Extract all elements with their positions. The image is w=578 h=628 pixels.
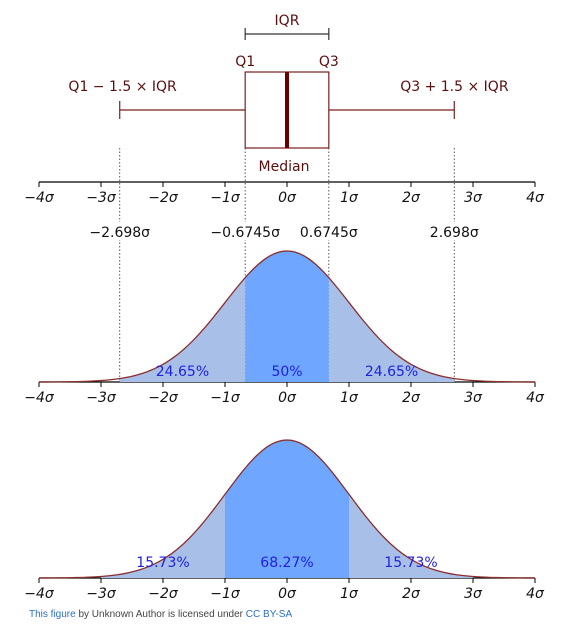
- bottom-tick-label: −1σ: [210, 586, 241, 602]
- bottom-tick-label: −2σ: [148, 586, 179, 602]
- bottom-tick-label: 0σ: [278, 586, 297, 602]
- percentage-center: 50%: [271, 364, 302, 380]
- caption-text: by Unknown Author is licensed under: [75, 609, 246, 620]
- bottom-tick-label: −4σ: [24, 586, 55, 602]
- sigma-distribution-panel: 15.73% 68.27% 15.73%: [38, 439, 536, 579]
- top-tick-label: −2σ: [148, 190, 179, 206]
- marker-label-backdrop: [83, 222, 156, 240]
- middle-tick-label: −2σ: [148, 390, 179, 406]
- marker-label-backdrop: [292, 222, 365, 240]
- tail-region-left: [101, 494, 225, 578]
- lower-whisker-label: Q1 − 1.5 × IQR: [68, 79, 177, 95]
- box-plot: IQR Q1 Q3 Q1 − 1.5 × IQR Q3 + 1.5 × IQR Media…: [68, 13, 508, 175]
- bottom-tick-label: 1σ: [340, 586, 359, 602]
- top-tick-label: 3σ: [464, 190, 483, 206]
- q3-label: Q3: [319, 54, 339, 70]
- quantile-marker-label: 0.6745σ: [300, 225, 358, 241]
- percentage-right: 24.65%: [365, 364, 418, 380]
- quantile-markers: −2.698σ −0.6745σ 0.6745σ 2.698σ: [83, 148, 491, 382]
- tail-region-right: [349, 494, 473, 578]
- quantile-marker-label: −0.6745σ: [210, 225, 280, 241]
- median-label: Median: [259, 159, 310, 175]
- license-caption: This figure by Unknown Author is license…: [29, 609, 292, 620]
- quantile-marker-label: 2.698σ: [430, 225, 479, 241]
- bottom-tick-label: 3σ: [464, 586, 483, 602]
- middle-tick-label: −4σ: [24, 390, 55, 406]
- bottom-tick-label: −3σ: [86, 586, 117, 602]
- percentage-left: 15.73%: [136, 555, 189, 571]
- middle-tick-label: 0σ: [278, 390, 297, 406]
- normal-curve: [38, 250, 536, 383]
- marker-label-backdrop: [209, 222, 282, 240]
- top-tick-label: 4σ: [526, 190, 545, 206]
- quantile-marker-label: −2.698σ: [89, 225, 150, 241]
- center-region: [225, 440, 349, 578]
- percentage-left: 24.65%: [156, 364, 209, 380]
- middle-tick-label: −3σ: [86, 390, 117, 406]
- middle-tick-label: 4σ: [526, 390, 545, 406]
- q1-label: Q1: [235, 54, 255, 70]
- middle-tick-label: −1σ: [210, 390, 241, 406]
- tail-region-right: [328, 277, 455, 382]
- figure-link[interactable]: This figure: [29, 609, 76, 620]
- percentage-right: 15.73%: [384, 555, 437, 571]
- normal-curve: [38, 439, 536, 579]
- top-tick-label: 0σ: [278, 190, 297, 206]
- middle-tick-label: 1σ: [340, 390, 359, 406]
- top-tick-label: 1σ: [340, 190, 359, 206]
- upper-whisker-label: Q3 + 1.5 × IQR: [400, 79, 509, 95]
- license-link[interactable]: CC BY-SA: [245, 609, 293, 620]
- iqr-label: IQR: [275, 13, 300, 29]
- marker-label-backdrop: [418, 222, 491, 240]
- top-tick-label: −4σ: [24, 190, 55, 206]
- middle-tick-label: 2σ: [402, 390, 421, 406]
- top-tick-label: −3σ: [86, 190, 117, 206]
- iqr-distribution-panel: 24.65% 50% 24.65%: [38, 250, 536, 383]
- top-tick-label: 2σ: [402, 190, 421, 206]
- center-region: [245, 251, 329, 382]
- middle-tick-label: 3σ: [464, 390, 483, 406]
- bottom-tick-label: 2σ: [402, 586, 421, 602]
- tail-region-left: [119, 277, 246, 382]
- bottom-tick-label: 4σ: [526, 586, 545, 602]
- top-tick-label: −1σ: [210, 190, 241, 206]
- percentage-center: 68.27%: [260, 555, 313, 571]
